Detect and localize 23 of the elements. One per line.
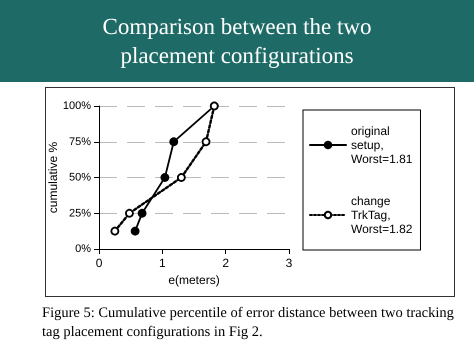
x-tick-label: 0 [96,256,103,270]
y-tick-label: 50% [69,172,92,184]
point [125,208,134,218]
x-tick-label: 2 [222,256,230,270]
y-tick-label: 75% [69,136,92,148]
point [176,173,186,182]
x-axis-title: e(meters) [168,272,220,287]
x-tick-label: 3 [286,256,293,270]
point [130,226,140,236]
point [110,226,120,236]
caption: Figure 5: Cumulative percentile of error distance between two tracking tag placement configurations in Fig 2. [42,304,455,342]
legend-label: original setup, Worst=1.81 [351,124,413,166]
point [160,173,170,182]
point [169,137,178,146]
y-tick-label: 100% [62,100,92,112]
point [202,137,210,146]
legend-label: change TrkTag, Worst=1.82 [351,194,413,236]
y-axis-title: cumulative % [46,141,60,214]
point [138,208,146,218]
x-tick-label: 1 [159,256,166,270]
y-tick-label: 0% [75,243,92,255]
y-tick-label: 25% [69,207,92,220]
chart-title: Comparison between the two placement configurations [0,0,474,82]
